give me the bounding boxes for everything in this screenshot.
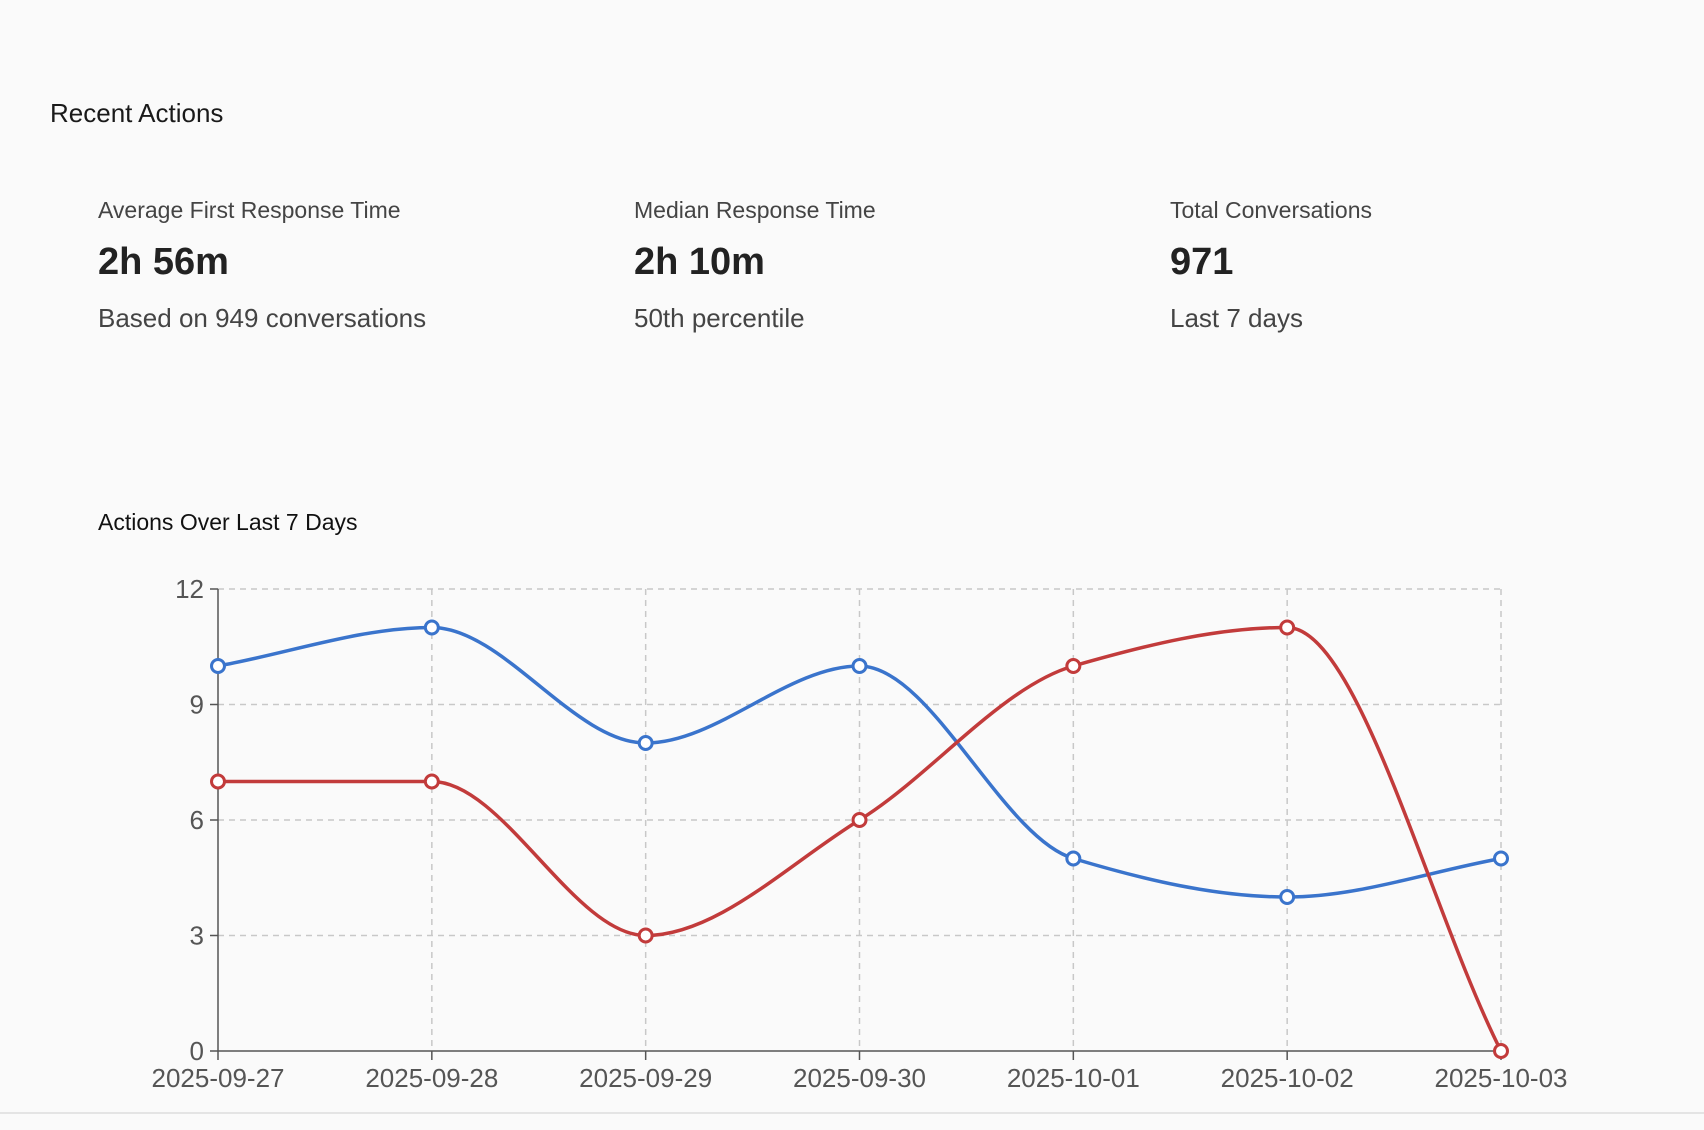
series-1-point <box>423 619 440 636</box>
series-1-point <box>1493 850 1509 867</box>
series-line-2 <box>218 625 1503 1052</box>
stat-subtext: Last 7 days <box>1170 303 1303 333</box>
stat-card-total-conversations: Total Conversations 971 Last 7 days <box>1170 196 1650 334</box>
series-2-point <box>423 773 440 790</box>
stat-label: Median Response Time <box>634 197 876 223</box>
x-tick-label: 2025-10-01 <box>1007 1063 1140 1093</box>
chart-title: Actions Over Last 7 Days <box>98 509 358 535</box>
series-2-point <box>1279 619 1296 636</box>
x-tick-label: 2025-09-30 <box>793 1063 926 1093</box>
series-2-point <box>210 773 226 790</box>
stat-card-avg-first-response: Average First Response Time 2h 56m Based… <box>98 196 578 334</box>
series-1-point <box>210 658 226 674</box>
series-2-point <box>851 812 868 828</box>
stat-label: Total Conversations <box>1170 197 1372 223</box>
stat-subtext: 50th percentile <box>634 303 805 333</box>
stat-label: Average First Response Time <box>98 197 401 223</box>
y-tick-label: 3 <box>190 921 204 951</box>
x-tick-label: 2025-09-27 <box>152 1063 285 1093</box>
stat-value: 2h 56m <box>98 241 229 283</box>
y-tick-label: 6 <box>190 805 204 835</box>
bottom-divider <box>0 1112 1704 1114</box>
x-tick-label: 2025-10-02 <box>1221 1063 1354 1093</box>
stat-card-median-response: Median Response Time 2h 10m 50th percent… <box>634 196 1114 334</box>
stat-subtext: Based on 949 conversations <box>98 303 427 333</box>
series-1-point <box>637 735 654 751</box>
y-tick-label: 9 <box>190 690 204 720</box>
stat-value: 971 <box>1170 241 1234 283</box>
series-1-point <box>1065 850 1082 867</box>
series-2-point <box>1065 658 1082 674</box>
x-tick-label: 2025-09-28 <box>365 1063 498 1093</box>
x-tick-label: 2025-09-29 <box>579 1063 712 1093</box>
series-1-point <box>1279 889 1296 905</box>
stat-value: 2h 10m <box>634 241 765 283</box>
y-tick-label: 12 <box>175 574 204 604</box>
series-2-point <box>637 927 654 944</box>
y-tick-label: 0 <box>190 1036 204 1066</box>
series-2-point <box>1493 1043 1509 1059</box>
section-title: Recent Actions <box>50 98 224 128</box>
stats-row: Average First Response Time 2h 56m Based… <box>98 196 1598 346</box>
series-1-point <box>851 658 868 674</box>
x-tick-label: 2025-10-03 <box>1435 1063 1568 1093</box>
